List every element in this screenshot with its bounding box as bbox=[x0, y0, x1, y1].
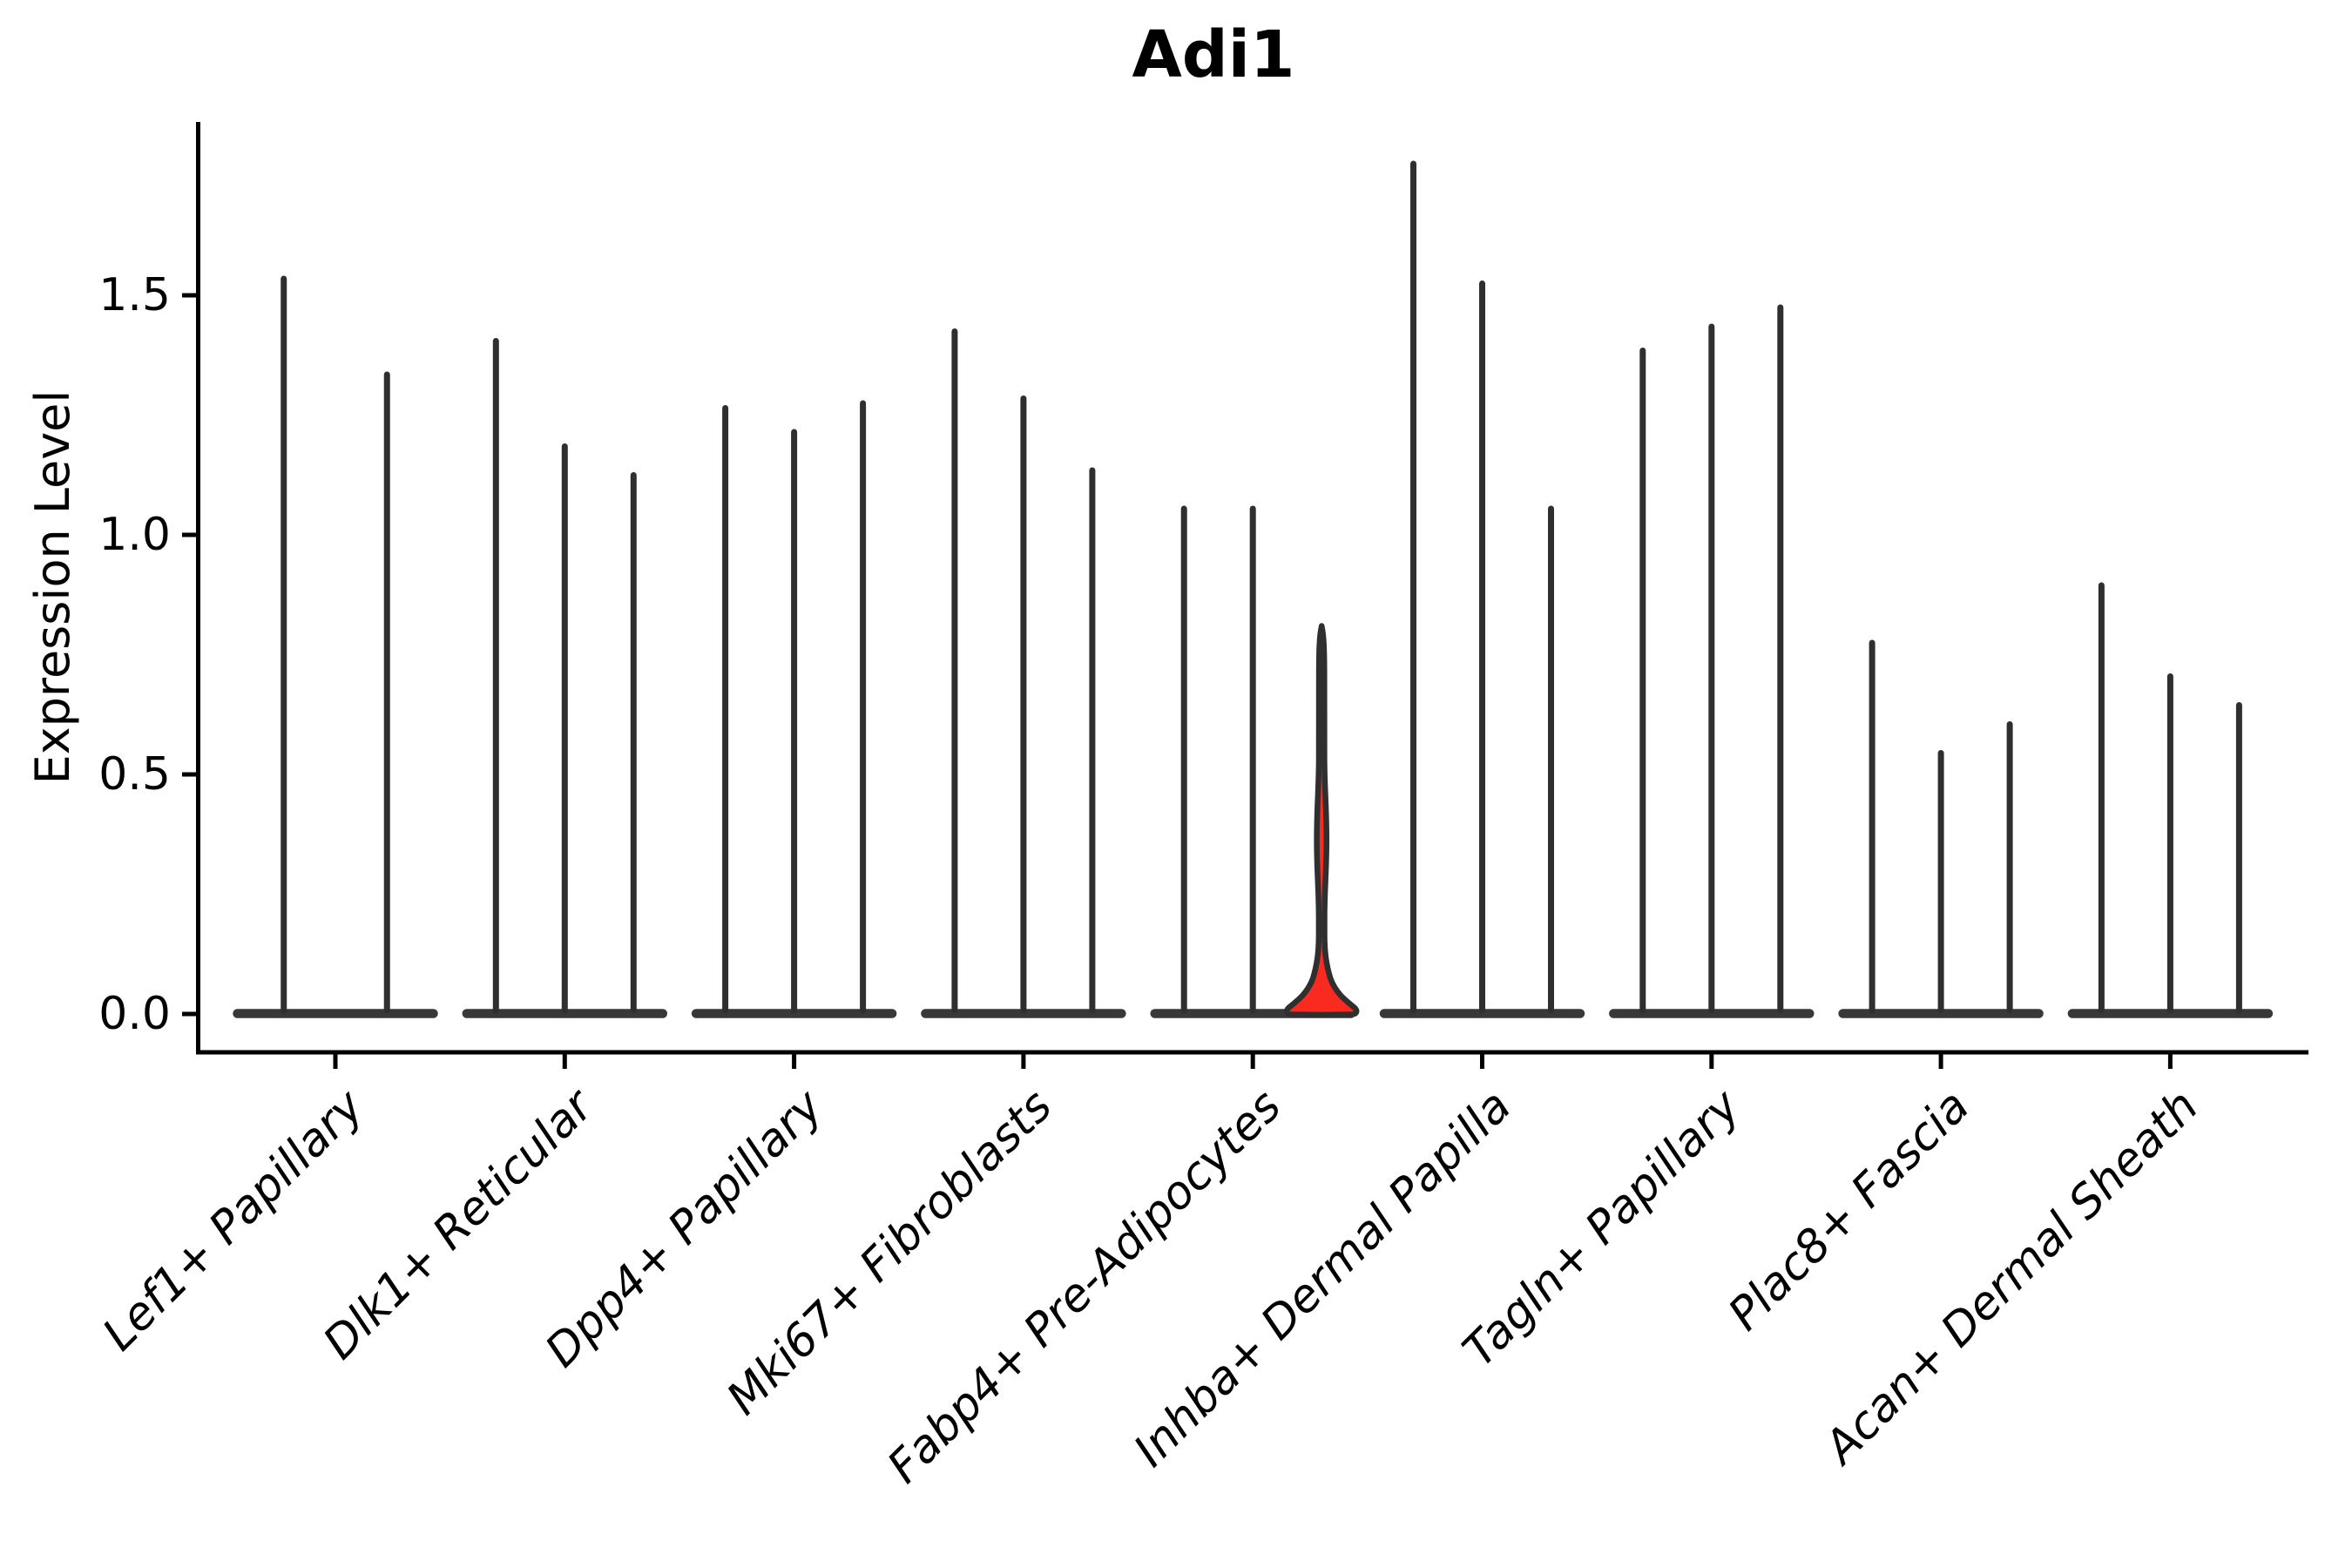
y-axis-label: Expression Level bbox=[25, 389, 80, 785]
y-tick-label: 0.5 bbox=[98, 748, 171, 801]
plot-title: Adi1 bbox=[1132, 17, 1295, 92]
violin-highlighted bbox=[1284, 623, 1360, 1018]
y-tick-label: 0.0 bbox=[98, 988, 171, 1040]
y-tick-label: 1.0 bbox=[98, 509, 171, 561]
y-tick-label: 1.5 bbox=[98, 269, 171, 321]
